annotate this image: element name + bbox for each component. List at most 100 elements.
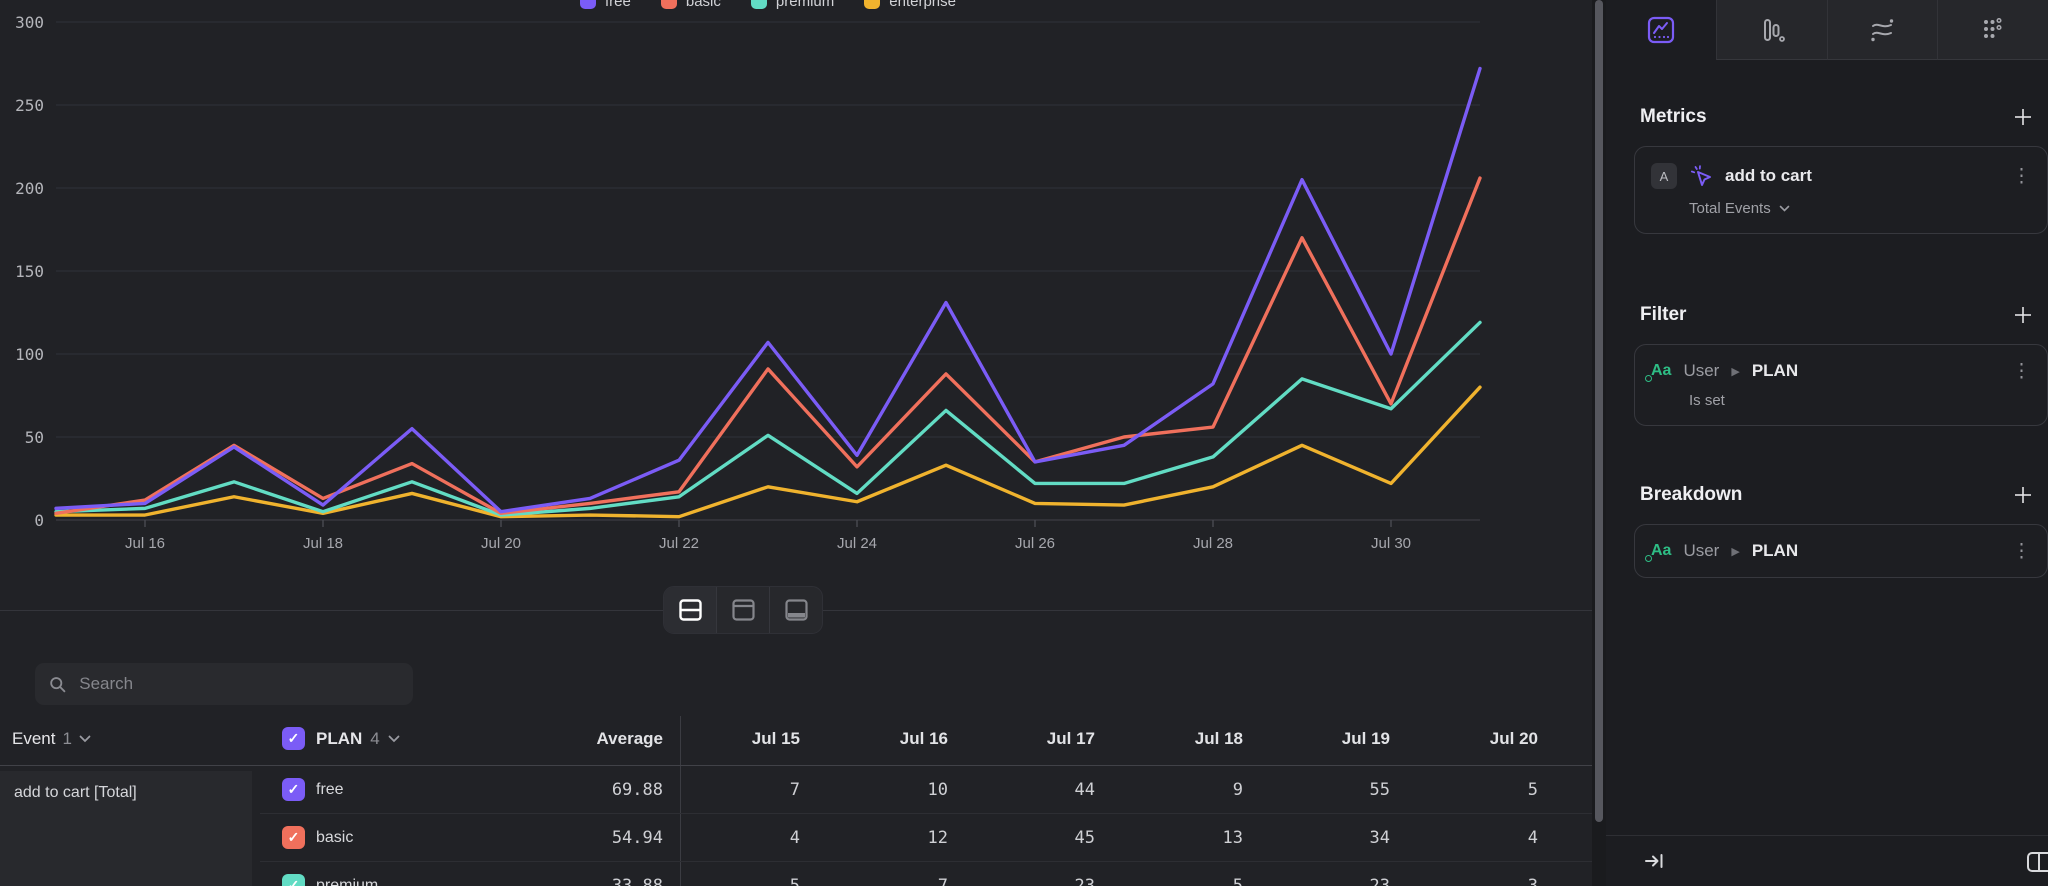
scrollbar-thumb[interactable]: [1595, 0, 1603, 822]
date-column-header[interactable]: Jul 19: [1341, 729, 1390, 748]
metric-measurement-dropdown[interactable]: Total Events: [1689, 200, 2031, 217]
split-view-button[interactable]: [2026, 850, 2048, 874]
legend-swatch: [750, 0, 767, 9]
chart-grid-icon: [1984, 17, 2002, 38]
breakdown-kebab-menu[interactable]: ⋮: [2012, 540, 2031, 562]
date-column-header[interactable]: Jul 20: [1489, 729, 1538, 748]
x-axis-tick-label: Jul 28: [1193, 535, 1233, 552]
x-axis-tick-label: Jul 16: [125, 535, 165, 552]
chevron-down-icon: [79, 735, 91, 742]
metrics-section-header: Metrics: [1640, 106, 2032, 128]
row-value: 7: [789, 780, 800, 800]
row-average: 33.88: [611, 876, 663, 886]
event-column-header[interactable]: Event 1: [12, 712, 91, 765]
add-filter-button[interactable]: [2014, 306, 2032, 324]
row-separator: [260, 861, 1592, 862]
date-column-header[interactable]: Jul 16: [899, 729, 948, 748]
row-value: 5: [1232, 876, 1243, 886]
metric-card[interactable]: A add to cart ⋮ Total Events: [1634, 146, 2048, 234]
filter-condition[interactable]: Is set: [1689, 392, 2031, 409]
tab-more-chart-types[interactable]: [1937, 0, 2048, 60]
plan-select-all-checkbox[interactable]: ✓: [282, 727, 305, 750]
plan-column-header[interactable]: PLAN 4: [316, 712, 400, 765]
row-separator: [260, 813, 1592, 814]
plus-icon: [2015, 109, 2031, 125]
breakdown-title: Breakdown: [1640, 484, 1743, 505]
legend-swatch: [864, 0, 881, 9]
average-column-header[interactable]: Average: [596, 729, 663, 748]
row-label: basic: [316, 829, 354, 846]
metric-letter-badge: A: [1651, 163, 1677, 189]
text-property-icon: Aa: [1644, 362, 1672, 382]
row-value: 4: [1527, 828, 1538, 848]
legend-item-enterprise[interactable]: enterprise: [864, 0, 956, 10]
date-column-header[interactable]: Jul 17: [1046, 729, 1095, 748]
layout-toggle-group: [663, 586, 823, 634]
add-metric-button[interactable]: [2014, 108, 2032, 126]
measurement-label: Total Events: [1689, 200, 1771, 217]
tab-stream-chart[interactable]: [1826, 0, 1938, 60]
panel-bottom-icon: [784, 599, 808, 621]
table-header-row: Event 1 ✓ PLAN 4 Average Jul 15 Jul 16 Jul…: [0, 712, 1592, 766]
row-value: 34: [1369, 828, 1390, 848]
sidebar-body: Metrics A add to: [1606, 106, 2048, 578]
plan-header-label: PLAN: [316, 729, 363, 748]
x-axis-tick-label: Jul 20: [481, 535, 521, 552]
legend-item-premium[interactable]: premium: [750, 0, 834, 10]
row-value: 3: [1527, 876, 1538, 886]
row-label: premium: [316, 877, 379, 886]
line-chart[interactable]: 0 50 100 150 200 250 300 Jul 16 Jul 18 Jul 20 Jul …: [0, 0, 1592, 560]
series-line-free[interactable]: [54, 66, 1482, 514]
filter-property: PLAN: [1751, 361, 1799, 380]
series-line-basic[interactable]: [54, 176, 1482, 516]
chart-type-tabs: [1606, 0, 2048, 60]
stream-chart-icon: [1871, 18, 1894, 41]
event-name-cell[interactable]: add to cart [Total]: [0, 771, 252, 886]
legend-item-free[interactable]: free: [580, 0, 631, 10]
filter-title: Filter: [1640, 304, 1687, 325]
row-average: 54.94: [611, 828, 663, 848]
breakdown-card[interactable]: Aa User ▶ PLAN ⋮: [1634, 524, 2048, 578]
date-column-header[interactable]: Jul 15: [751, 729, 800, 748]
series-line-enterprise[interactable]: [54, 385, 1482, 519]
series-line-premium[interactable]: [54, 320, 1482, 517]
tab-line-chart[interactable]: [1606, 0, 1716, 60]
layout-panel-bottom-button[interactable]: [770, 587, 822, 633]
chevron-down-icon: [388, 735, 400, 742]
metric-event-name: add to cart: [1725, 166, 1812, 185]
row-value: 7: [937, 876, 948, 886]
x-axis-tick-label: Jul 24: [837, 535, 877, 552]
search-input[interactable]: [77, 673, 399, 695]
search-box[interactable]: [35, 663, 413, 705]
table-column-divider: [680, 716, 681, 886]
y-axis-tick-label: 300: [15, 13, 44, 32]
add-breakdown-button[interactable]: [2014, 486, 2032, 504]
row-value: 23: [1369, 876, 1390, 886]
collapse-sidebar-button[interactable]: [1644, 851, 1666, 871]
filter-card[interactable]: Aa User ▶ PLAN ⋮ Is set: [1634, 344, 2048, 426]
layout-split-rows-button[interactable]: [664, 587, 717, 633]
plus-icon: [2015, 487, 2031, 503]
metric-kebab-menu[interactable]: ⋮: [2012, 165, 2031, 187]
tab-bar-chart[interactable]: [1715, 0, 1827, 60]
split-panel-icon: [2027, 852, 2048, 872]
filter-section-header: Filter: [1640, 304, 2032, 326]
event-cursor-icon: [1690, 165, 1711, 186]
y-axis-tick-label: 250: [15, 96, 44, 115]
scrollbar-track: [1592, 0, 1606, 886]
layout-panel-top-button[interactable]: [717, 587, 770, 633]
x-axis-tick-label: Jul 22: [659, 535, 699, 552]
plan-count: 4: [370, 729, 380, 748]
row-checkbox[interactable]: ✓: [282, 778, 305, 801]
legend-item-basic[interactable]: basic: [660, 0, 721, 10]
row-checkbox[interactable]: ✓: [282, 874, 305, 886]
metrics-title: Metrics: [1640, 106, 1707, 127]
filter-kebab-menu[interactable]: ⋮: [2012, 360, 2031, 382]
arrow-to-bar-icon: [1645, 854, 1663, 868]
table-row-free: ✓ free 69.88 7 10 44 9 55 5: [0, 766, 1592, 814]
row-checkbox[interactable]: ✓: [282, 826, 305, 849]
panel-top-icon: [731, 599, 755, 621]
date-column-header[interactable]: Jul 18: [1194, 729, 1243, 748]
row-value: 45: [1074, 828, 1095, 848]
